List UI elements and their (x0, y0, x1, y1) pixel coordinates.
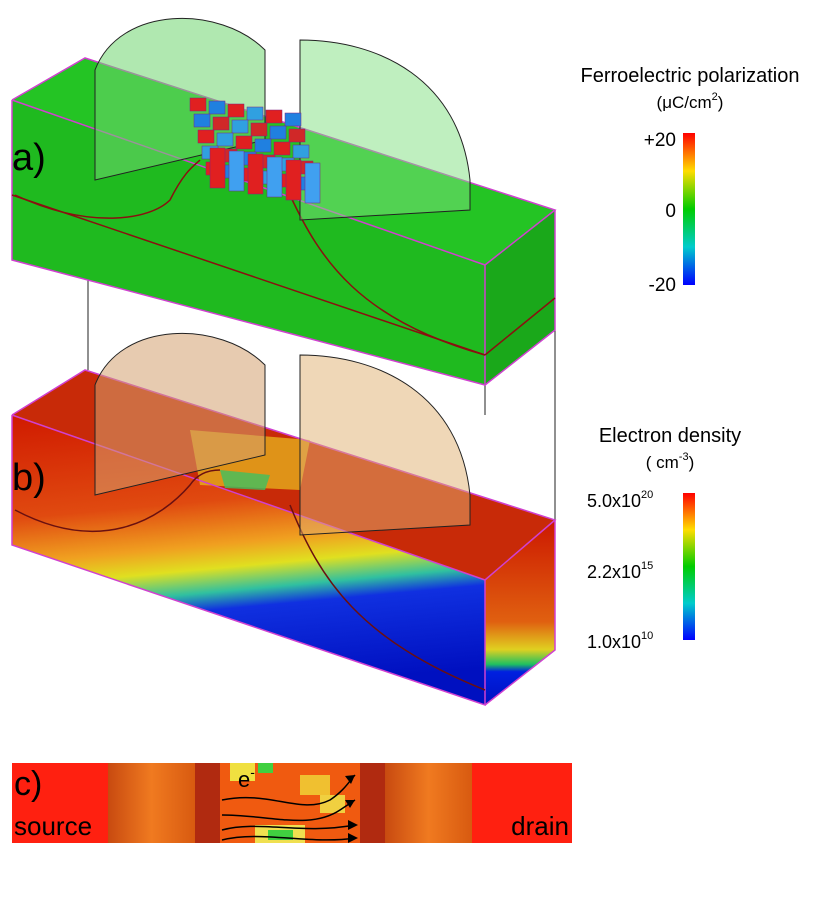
domain-cell (289, 129, 305, 142)
domain-cell (213, 117, 229, 130)
unit-prefix: ( cm (646, 453, 679, 472)
domain-cell (293, 145, 309, 158)
domain-cell (247, 107, 263, 120)
domain-cell (190, 98, 206, 111)
domain-cell (251, 123, 267, 136)
domain-side (229, 151, 244, 191)
domain-side (248, 154, 263, 194)
panel-c (12, 763, 572, 843)
legend-unit: ( cm-3) (646, 451, 695, 472)
domain-cell (236, 136, 252, 149)
panel-b (12, 333, 555, 705)
domain-cell (194, 114, 210, 127)
colorbar-label: +20 (644, 130, 676, 151)
domain-cell (285, 113, 301, 126)
domain-cell (255, 139, 271, 152)
unit-prefix: (μC/cm (657, 93, 712, 112)
panel-label: a) (12, 137, 46, 179)
unit-suffix: ) (718, 93, 724, 112)
drain-label: drain (511, 811, 569, 841)
unit-sup: -3 (679, 451, 689, 463)
tick-sup: 20 (641, 489, 653, 501)
electron-base: e (238, 767, 250, 792)
tick-base: 1.0x10 (587, 632, 641, 652)
domain-side (210, 148, 225, 188)
domain-side (305, 163, 320, 203)
panel-label: b) (12, 457, 46, 499)
colorbar-label: 0 (665, 201, 676, 222)
domain-cell (217, 133, 233, 146)
tick-base: 5.0x10 (587, 491, 641, 511)
domain-cell (228, 104, 244, 117)
tick-sup: 10 (641, 630, 653, 642)
tick-sup: 15 (641, 560, 653, 572)
colorbar (683, 133, 695, 285)
colorbar (683, 493, 695, 640)
domain-side (286, 160, 301, 200)
panel-a (12, 18, 555, 385)
domain-cell (209, 101, 225, 114)
electron-sup: - (250, 764, 255, 780)
legend-unit: (μC/cm2) (657, 91, 724, 112)
colorbar-label: -20 (649, 275, 676, 296)
tick-base: 2.2x10 (587, 562, 641, 582)
legend-title: Ferroelectric polarization (581, 65, 800, 87)
domain-cell (274, 142, 290, 155)
domain-side (267, 157, 282, 197)
unit-suffix: ) (689, 453, 695, 472)
figure: a) b) c) e- (0, 0, 830, 900)
domain-cell (266, 110, 282, 123)
source-label: source (14, 811, 92, 841)
panel-label: c) (14, 765, 42, 803)
legend-title: Electron density (599, 425, 741, 447)
domain-cell (232, 120, 248, 133)
colorbar-label: 2.2x1015 (587, 560, 653, 582)
colorbar-label: 1.0x1010 (587, 630, 653, 652)
colorbar-label: 5.0x1020 (587, 489, 653, 511)
domain-cell (270, 126, 286, 139)
domain-cell (198, 130, 214, 143)
